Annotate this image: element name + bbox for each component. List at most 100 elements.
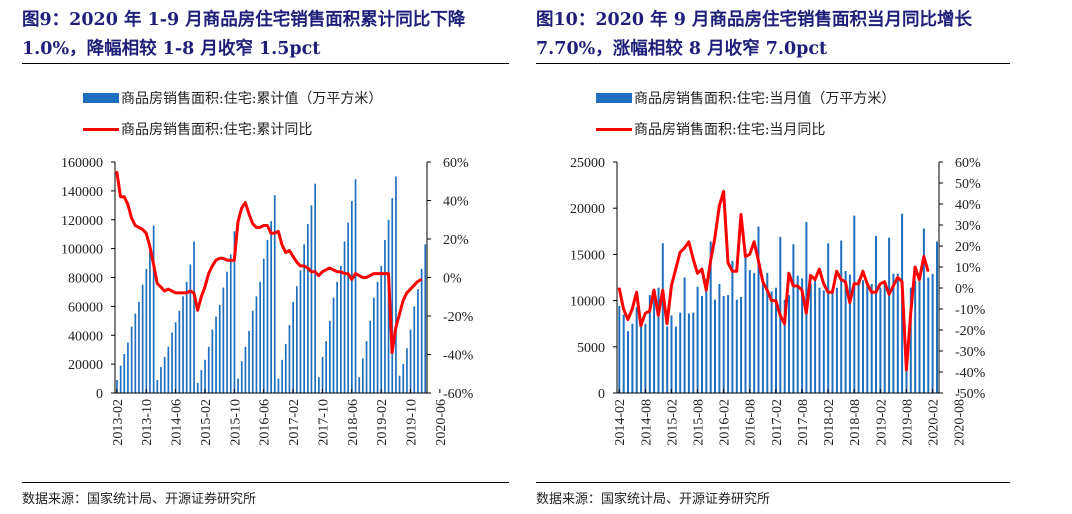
bar — [149, 250, 151, 393]
y-left-tick-label: 25000 — [570, 156, 605, 171]
yoy-point — [627, 318, 629, 321]
y-left-tick-label: 160000 — [61, 156, 103, 171]
yoy-point — [127, 203, 129, 206]
yoy-point — [233, 259, 236, 262]
yoy-point — [376, 272, 379, 275]
bar — [848, 274, 851, 393]
yoy-point — [237, 220, 239, 223]
figure-10-panel: 图10：2020 年 9 月商品房住宅销售面积当月同比增长 7.70%，涨幅相较… — [536, 0, 1072, 514]
title-divider — [22, 63, 509, 64]
y-right-tick-label: -40% — [443, 349, 474, 364]
bar — [218, 304, 221, 393]
bar — [207, 346, 210, 393]
y-left-tick-label: 20000 — [570, 202, 605, 217]
bar — [814, 276, 817, 393]
bar — [661, 243, 664, 393]
bar — [138, 302, 140, 393]
y-right-tick-label: -40% — [955, 366, 986, 381]
bar — [748, 270, 751, 393]
yoy-point — [744, 255, 747, 258]
yoy-point — [251, 222, 254, 225]
y-right-tick-label: -20% — [443, 310, 474, 325]
bar — [918, 281, 921, 393]
bar — [648, 295, 651, 393]
y-right-tick-label: 40% — [955, 198, 981, 213]
yoy-point — [714, 236, 716, 239]
bar — [692, 312, 695, 393]
yoy-point — [343, 272, 346, 275]
yoy-point — [648, 310, 651, 312]
legend-bar-swatch — [596, 93, 632, 103]
yoy-point — [295, 261, 298, 263]
bar — [896, 273, 899, 393]
bar — [395, 176, 397, 393]
yoy-point — [174, 292, 177, 294]
yoy-point — [731, 270, 734, 273]
bar — [635, 307, 638, 393]
bar — [259, 281, 261, 393]
y-right-tick-label: 20% — [955, 240, 981, 255]
yoy-point — [879, 283, 882, 285]
bar — [303, 244, 305, 393]
x-tick-label: 2015-08 — [692, 399, 707, 446]
bar — [653, 296, 656, 393]
yoy-point — [365, 276, 368, 279]
bar — [130, 326, 133, 393]
legend-bar-entry: 商品房销售面积:住宅:累计值（万平方米） — [83, 88, 382, 108]
yoy-point — [262, 224, 265, 227]
bar — [840, 240, 843, 393]
x-tick-label: 2018-02 — [822, 399, 837, 446]
yoy-point — [670, 285, 673, 287]
bar — [857, 279, 860, 393]
y-right-tick-label: 0% — [955, 282, 974, 297]
x-tick-label: 2019-10 — [405, 399, 420, 446]
bar — [679, 312, 682, 393]
bar — [801, 278, 804, 393]
y-left-tick-label: 5000 — [577, 341, 605, 356]
y-right-tick-label: 40% — [443, 195, 469, 210]
bar — [178, 310, 181, 393]
yoy-point — [288, 249, 291, 252]
bar — [384, 240, 386, 393]
bar — [204, 359, 206, 393]
yoy-point — [332, 269, 335, 271]
yoy-point — [896, 276, 899, 279]
bar — [627, 331, 629, 393]
yoy-point — [387, 272, 390, 275]
bar — [119, 365, 122, 393]
yoy-point — [299, 265, 302, 267]
bar — [922, 228, 925, 393]
yoy-point — [866, 283, 868, 285]
legend-line-swatch — [596, 127, 632, 131]
bar — [171, 332, 173, 393]
bar — [853, 215, 856, 393]
bar — [705, 279, 708, 393]
yoy-point — [840, 278, 842, 281]
yoy-point — [901, 280, 903, 283]
yoy-point — [801, 289, 803, 291]
yoy-point — [384, 272, 386, 275]
figure-10-title-line1: 图10：2020 年 9 月商品房住宅销售面积当月同比增长 — [536, 10, 973, 30]
bar — [761, 278, 764, 393]
y-right-tick-label: -50% — [955, 387, 986, 402]
yoy-point — [138, 226, 140, 229]
bar — [398, 375, 401, 393]
y-left-tick-label: 15000 — [570, 248, 605, 263]
yoy-point — [818, 268, 821, 270]
yoy-point — [709, 259, 712, 262]
yoy-point — [762, 280, 764, 283]
bar — [796, 275, 799, 393]
bar — [336, 281, 338, 393]
title-divider — [536, 63, 1010, 64]
yoy-point — [417, 280, 419, 283]
figure-10-source: 数据来源：国家统计局、开源证券研究所 — [536, 492, 771, 507]
bar — [211, 329, 214, 393]
x-tick-label: 2014-08 — [639, 399, 654, 446]
bar — [753, 272, 756, 393]
y-left-tick-label: 140000 — [61, 185, 103, 200]
legend-line-entry: 商品房销售面积:住宅:累计同比 — [83, 119, 312, 139]
figure-10-chart: 0 5000 10000 15000 20000 25000 -50% -40% -30% -20… — [570, 156, 986, 446]
yoy-point — [909, 312, 912, 315]
x-tick-label: 2017-02 — [287, 399, 302, 446]
yoy-point — [270, 232, 272, 234]
